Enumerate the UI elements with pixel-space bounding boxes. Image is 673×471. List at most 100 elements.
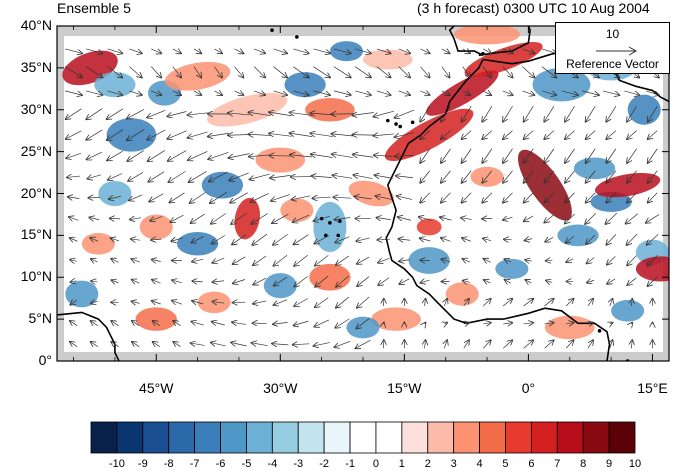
colorbar-box	[349, 421, 377, 454]
wind-vector	[150, 66, 161, 78]
wind-vector	[111, 238, 120, 241]
wind-vector	[212, 257, 225, 263]
wind-vector	[377, 239, 390, 240]
wind-vector	[190, 192, 206, 203]
wind-vector	[172, 280, 182, 283]
wind-vector	[357, 296, 370, 308]
coastline-segment	[57, 306, 58, 308]
wind-vector	[234, 49, 244, 53]
colorbar-label: 6	[528, 458, 535, 470]
shading-blob	[176, 232, 219, 256]
wind-vector	[484, 259, 491, 263]
wind-vector	[153, 342, 161, 347]
wind-vector	[353, 154, 374, 157]
wind-vector	[378, 277, 390, 286]
wind-vector	[274, 299, 288, 305]
wind-vector	[627, 106, 637, 121]
island	[481, 51, 485, 56]
wind-vector	[89, 217, 100, 219]
wind-vector	[462, 91, 470, 95]
wind-vector	[376, 90, 391, 95]
wind-vector	[606, 192, 617, 203]
island	[410, 120, 415, 125]
wind-vector	[107, 66, 123, 78]
wind-vector	[70, 300, 77, 305]
wind-vector	[523, 323, 534, 324]
wind-vector	[233, 279, 246, 283]
colorbar-box	[271, 421, 299, 454]
lon-label: 0°	[521, 380, 536, 396]
island	[394, 122, 398, 126]
wind-vector	[65, 90, 82, 95]
lon-label: 15°E	[637, 380, 668, 396]
wind-vector	[87, 151, 102, 159]
wind-vector	[502, 91, 513, 95]
colorbar-label: 3	[450, 458, 457, 470]
colorbar-label: -6	[215, 458, 226, 470]
shading-blob	[573, 157, 616, 180]
wind-vector	[610, 323, 613, 324]
wind-vector	[444, 323, 447, 324]
wind-vector	[565, 130, 575, 140]
wind-vector	[522, 90, 534, 95]
colorbar-box	[505, 421, 532, 454]
wind-vector	[311, 154, 333, 157]
wind-vector	[524, 192, 534, 203]
colorbar-box	[556, 421, 584, 454]
wind-vector	[127, 109, 145, 118]
wind-vector	[272, 213, 289, 223]
wind-vector	[483, 323, 490, 324]
wind-vector	[464, 323, 469, 324]
island	[338, 219, 342, 223]
wind-vector	[441, 238, 451, 242]
colorbar-box	[479, 421, 506, 454]
wind-vector	[462, 192, 472, 203]
wind-vector	[461, 218, 472, 220]
wind-vector	[524, 130, 534, 140]
wind-vector	[441, 106, 451, 121]
axis-ticks	[57, 25, 669, 362]
wind-vector	[86, 90, 102, 95]
wind-vector	[502, 340, 512, 349]
wind-vector	[399, 260, 410, 262]
wind-vector	[648, 170, 658, 183]
wind-vector	[440, 217, 452, 220]
wind-vector	[565, 299, 573, 307]
wind-vector	[378, 258, 390, 262]
wind-vector	[607, 256, 616, 264]
wind-vector	[315, 275, 329, 287]
wind-vector	[336, 275, 349, 287]
wind-vector	[333, 90, 351, 95]
wind-vector	[503, 106, 513, 121]
wind-vector	[111, 280, 119, 283]
wind-vector	[398, 66, 410, 78]
wind-vector	[420, 49, 429, 53]
wind-vector	[355, 48, 371, 53]
wind-vector	[294, 276, 308, 286]
wind-vector	[395, 132, 415, 137]
shading-blob	[627, 94, 661, 125]
island	[597, 329, 602, 333]
wind-vector	[399, 239, 411, 240]
wind-vector	[312, 176, 332, 178]
wind-vector	[524, 170, 534, 183]
wind-vector	[334, 340, 351, 347]
wind-vector	[398, 48, 410, 53]
coastline-segment	[448, 26, 484, 57]
wind-vector	[357, 276, 370, 286]
colorbar-label: 5	[502, 458, 509, 470]
wind-vector	[587, 257, 595, 264]
wind-vector	[151, 49, 161, 53]
wind-vector	[271, 194, 290, 201]
lon-label: 45°W	[139, 380, 174, 396]
wind-vector	[274, 276, 288, 286]
wind-vector	[66, 108, 82, 119]
wind-vector	[270, 175, 291, 178]
wind-vector	[131, 239, 141, 240]
wind-vector	[524, 215, 534, 221]
wind-vector	[626, 213, 639, 224]
wind-vector	[234, 66, 244, 78]
wind-vector	[395, 109, 415, 118]
lat-label: 35°N	[20, 58, 52, 75]
